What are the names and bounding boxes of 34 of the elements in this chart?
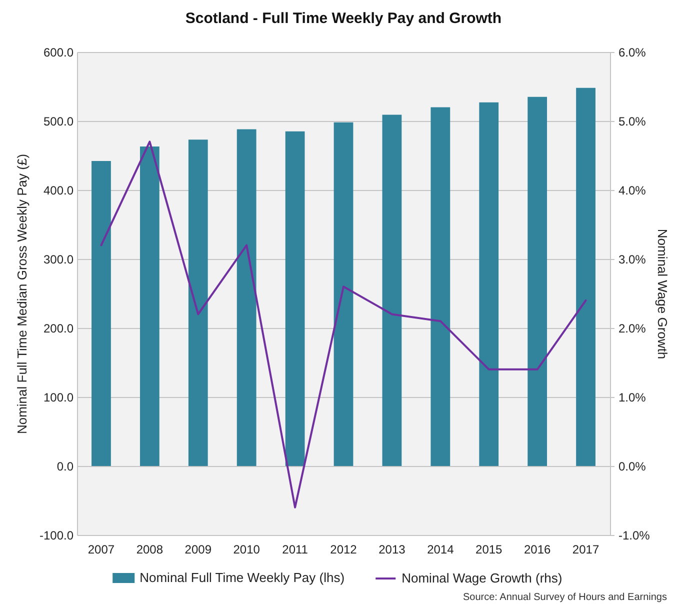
legend-label: Nominal Wage Growth (rhs) bbox=[402, 570, 562, 586]
source-note: Source: Annual Survey of Hours and Earnings bbox=[462, 592, 667, 603]
x-tick-label: 2011 bbox=[282, 542, 308, 556]
y-tick-label: 200.0 bbox=[43, 322, 74, 336]
y-tick-label: -100.0 bbox=[39, 528, 74, 542]
y2-tick-label: -1.0% bbox=[618, 528, 650, 542]
y2-axis-title: Nominal Wage Growth bbox=[654, 228, 670, 360]
legend-label: Nominal Full Time Weekly Pay (lhs) bbox=[140, 570, 345, 585]
x-tick-label: 2013 bbox=[378, 542, 406, 556]
x-tick-label: 2009 bbox=[184, 542, 212, 556]
y-tick-label: 0.0 bbox=[56, 460, 74, 474]
y-tick-label: 500.0 bbox=[43, 114, 74, 128]
y2-tick-label: 6.0% bbox=[618, 46, 646, 60]
y2-tick-label: 2.0% bbox=[618, 322, 646, 336]
y-tick-label: 400.0 bbox=[43, 184, 74, 198]
y2-tick-label: 0.0% bbox=[618, 460, 646, 474]
y-axis-title: Nominal Full Time Median Gross Weekly Pay (£) bbox=[14, 154, 30, 434]
x-tick-label: 2012 bbox=[330, 542, 358, 556]
x-tick-label: 2017 bbox=[572, 542, 600, 556]
y2-tick-label: 1.0% bbox=[618, 390, 646, 404]
y2-tick-label: 5.0% bbox=[618, 114, 646, 128]
y-tick-label: 100.0 bbox=[43, 390, 74, 404]
y-tick-label: 600.0 bbox=[43, 46, 74, 60]
x-tick-label: 2016 bbox=[524, 542, 551, 556]
x-tick-label: 2008 bbox=[136, 542, 164, 556]
x-tick-label: 2015 bbox=[476, 542, 503, 556]
y2-tick-label: 4.0% bbox=[618, 184, 646, 198]
x-tick-label: 2007 bbox=[88, 542, 115, 556]
y-tick-label: 300.0 bbox=[43, 252, 74, 266]
line-series bbox=[100, 140, 587, 508]
y2-tick-label: 3.0% bbox=[618, 252, 646, 266]
chart-title: Scotland - Full Time Weekly Pay and Growth bbox=[185, 10, 502, 27]
x-tick-label: 2010 bbox=[233, 542, 260, 556]
x-tick-label: 2014 bbox=[427, 542, 454, 556]
